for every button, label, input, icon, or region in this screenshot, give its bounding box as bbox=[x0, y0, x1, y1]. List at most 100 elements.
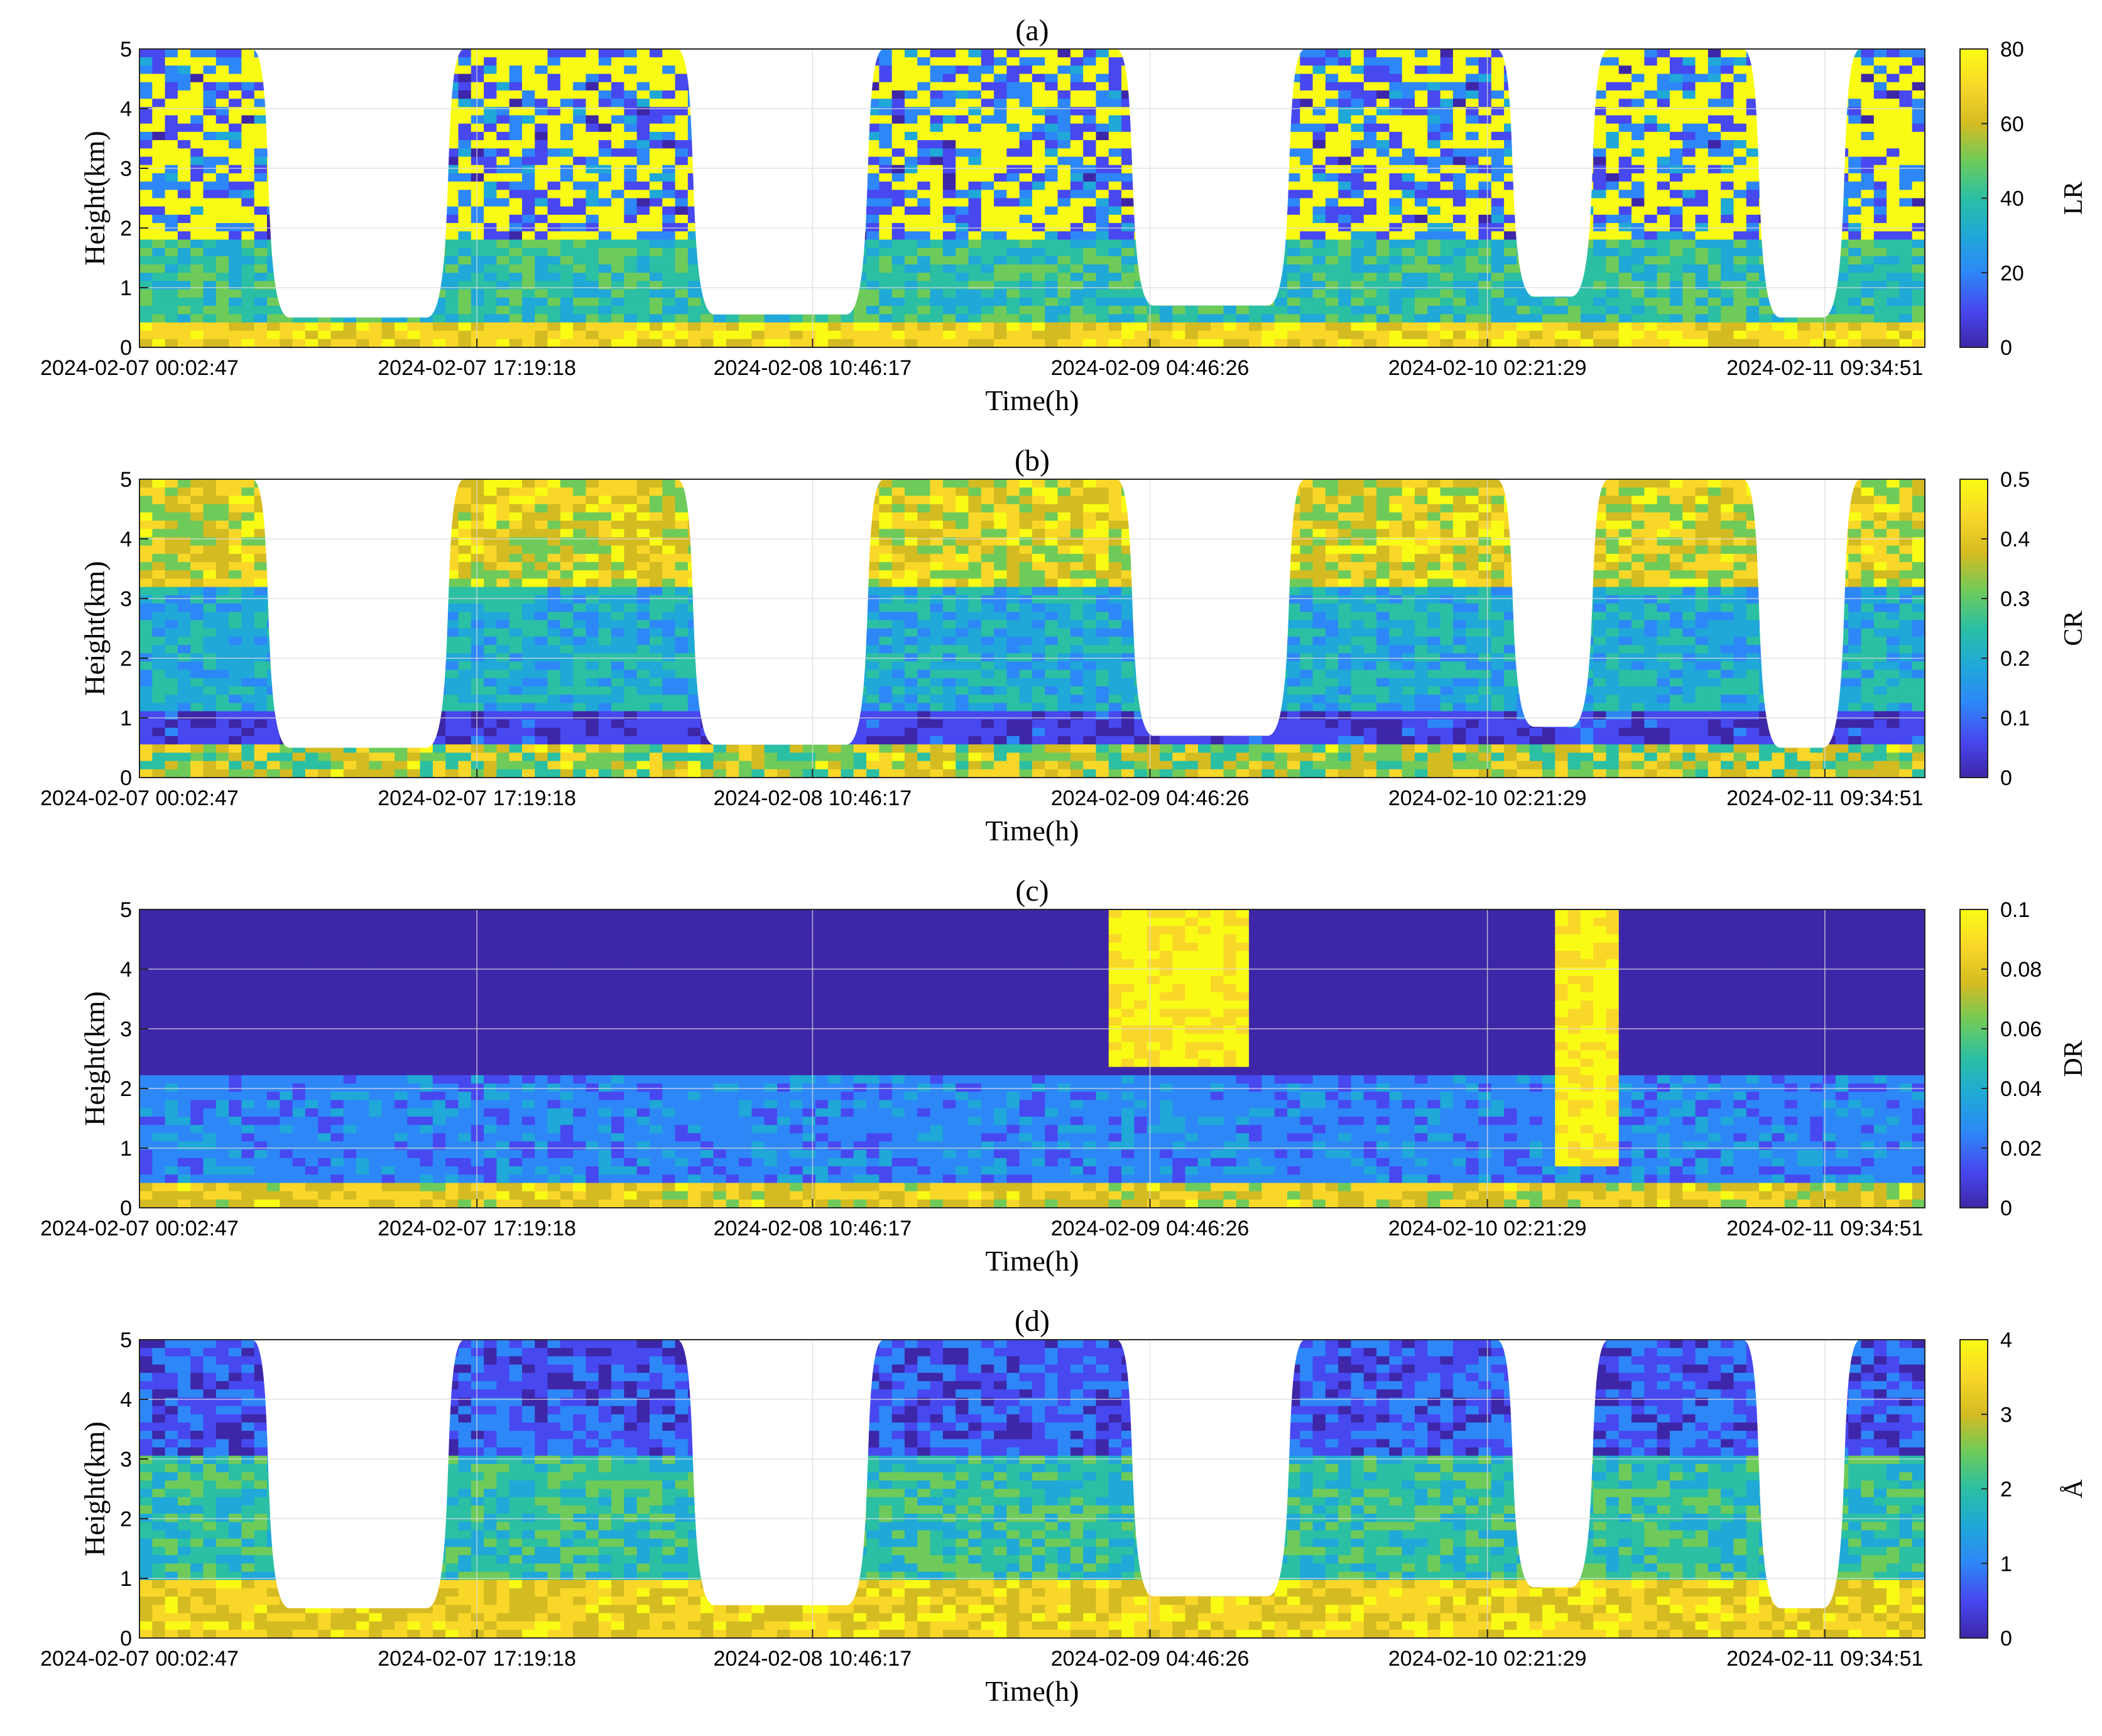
heatmap-cell bbox=[1452, 90, 1466, 99]
heatmap-cell bbox=[1682, 49, 1696, 58]
heatmap-cell bbox=[700, 49, 714, 58]
heatmap-cell bbox=[1491, 239, 1505, 249]
heatmap-cell bbox=[1542, 190, 1555, 199]
heatmap-cell bbox=[395, 115, 408, 124]
heatmap-cell bbox=[1606, 289, 1620, 298]
heatmap-cell bbox=[177, 322, 191, 332]
heatmap-cell bbox=[1873, 173, 1887, 182]
heatmap-cell bbox=[1810, 247, 1824, 257]
heatmap-cell bbox=[1006, 289, 1020, 298]
heatmap-cell bbox=[241, 57, 255, 66]
heatmap-cell bbox=[203, 73, 217, 83]
heatmap-cell bbox=[1567, 182, 1581, 190]
heatmap-cell bbox=[1236, 148, 1250, 158]
heatmap-cell bbox=[1121, 256, 1135, 265]
heatmap-cell bbox=[1542, 247, 1555, 257]
heatmap-cell bbox=[1478, 297, 1492, 307]
heatmap-cell bbox=[968, 273, 982, 282]
heatmap-cell bbox=[522, 123, 535, 133]
heatmap-cell bbox=[1542, 148, 1555, 158]
heatmap-cell bbox=[1185, 49, 1199, 58]
heatmap-cell bbox=[994, 198, 1007, 207]
heatmap-cell bbox=[1733, 247, 1747, 257]
heatmap-cell bbox=[241, 214, 255, 224]
heatmap-cell bbox=[139, 339, 153, 347]
heatmap-cell bbox=[828, 264, 842, 273]
heatmap-cell bbox=[636, 322, 650, 332]
heatmap-cell bbox=[968, 281, 982, 290]
heatmap-cell bbox=[1797, 65, 1811, 75]
heatmap-cell bbox=[267, 182, 280, 190]
heatmap-cell bbox=[484, 131, 497, 141]
heatmap-cell bbox=[318, 330, 332, 340]
heatmap-cell bbox=[1134, 273, 1148, 282]
heatmap-cell bbox=[1351, 198, 1364, 207]
heatmap-cell bbox=[445, 273, 459, 282]
heatmap-cell bbox=[636, 247, 650, 257]
heatmap-cell bbox=[726, 148, 739, 158]
heatmap-cell bbox=[726, 115, 739, 124]
heatmap-cell bbox=[203, 322, 217, 332]
heatmap-cell bbox=[853, 182, 867, 190]
heatmap-cell bbox=[1873, 156, 1887, 166]
heatmap-cell bbox=[229, 256, 242, 265]
heatmap-cell bbox=[305, 173, 319, 182]
heatmap-cell bbox=[1618, 231, 1632, 241]
heatmap-cell bbox=[1338, 65, 1352, 75]
heatmap-cell bbox=[1172, 247, 1186, 257]
heatmap-cell bbox=[956, 256, 969, 265]
heatmap-cell bbox=[381, 131, 395, 141]
heatmap-cell bbox=[560, 322, 574, 332]
heatmap-cell bbox=[1721, 256, 1734, 265]
heatmap-cell bbox=[585, 190, 599, 199]
heatmap-cell bbox=[1491, 107, 1505, 116]
heatmap-cell bbox=[994, 173, 1007, 182]
heatmap-cell bbox=[1631, 264, 1645, 273]
heatmap-cell bbox=[305, 322, 319, 332]
heatmap-cell bbox=[1835, 57, 1849, 66]
heatmap-cell bbox=[305, 297, 319, 307]
heatmap-cell bbox=[177, 173, 191, 182]
heatmap-cell bbox=[522, 182, 535, 190]
heatmap-cell bbox=[1351, 107, 1364, 116]
heatmap-cell bbox=[1197, 281, 1211, 290]
heatmap-cells bbox=[139, 49, 1925, 347]
heatmap-cell bbox=[1873, 214, 1887, 224]
heatmap-cell bbox=[522, 281, 535, 290]
heatmap-cell bbox=[790, 140, 803, 149]
heatmap-cell bbox=[1491, 190, 1505, 199]
heatmap-cell bbox=[675, 264, 689, 273]
heatmap-cell bbox=[381, 99, 395, 107]
heatmap-cell bbox=[1160, 65, 1173, 75]
heatmap-cell bbox=[560, 231, 574, 241]
heatmap-cell bbox=[1197, 165, 1211, 174]
heatmap-cell bbox=[1211, 173, 1224, 182]
heatmap-cell bbox=[1555, 131, 1569, 141]
heatmap-cell bbox=[930, 306, 944, 315]
heatmap-cell bbox=[917, 256, 931, 265]
heatmap-cell bbox=[203, 107, 217, 116]
heatmap-cell bbox=[585, 107, 599, 116]
heatmap-cell bbox=[152, 140, 166, 149]
heatmap-cell bbox=[254, 281, 268, 290]
heatmap-cell bbox=[241, 223, 255, 232]
heatmap-cell bbox=[1083, 49, 1097, 58]
heatmap-cell bbox=[1070, 99, 1084, 107]
heatmap-cell bbox=[1415, 173, 1428, 182]
heatmap-cell bbox=[547, 198, 561, 207]
heatmap-cell bbox=[1822, 339, 1836, 347]
heatmap-cell bbox=[343, 99, 357, 107]
heatmap-cell bbox=[930, 148, 944, 158]
heatmap-cell bbox=[1835, 190, 1849, 199]
heatmap-cell bbox=[1721, 107, 1734, 116]
heatmap-cell bbox=[994, 123, 1007, 133]
heatmap-cell bbox=[1223, 281, 1237, 290]
heatmap-cell bbox=[917, 82, 931, 91]
heatmap-cell bbox=[1695, 314, 1709, 323]
heatmap-cell bbox=[841, 140, 854, 149]
heatmap-cell bbox=[1083, 314, 1097, 323]
heatmap-cell bbox=[1338, 82, 1352, 91]
heatmap-cell bbox=[777, 247, 790, 257]
heatmap-cell bbox=[687, 131, 701, 141]
heatmap-cell bbox=[662, 156, 676, 166]
